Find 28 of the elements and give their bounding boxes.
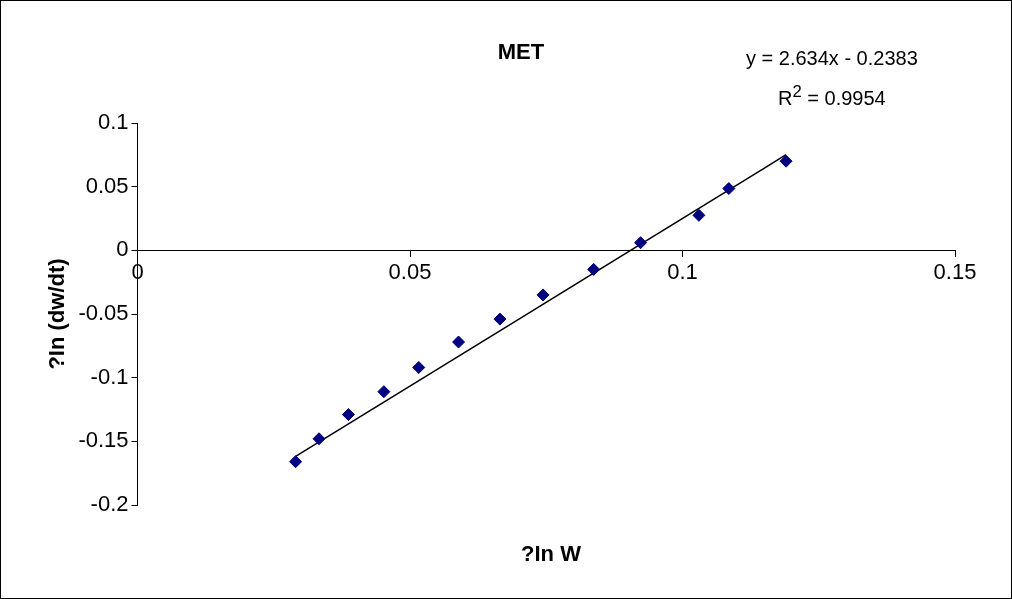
y-tick-label: -0.2	[90, 491, 129, 517]
chart-title: MET	[496, 39, 546, 65]
point	[692, 208, 706, 222]
y-tick-label: -0.1	[90, 363, 129, 389]
x-tick-label: 0.05	[388, 258, 432, 284]
point	[493, 312, 507, 326]
point	[536, 288, 550, 302]
y-tick-label: -0.15	[78, 427, 129, 453]
y-tick-label: 0.05	[85, 172, 129, 198]
point	[634, 236, 648, 250]
point	[452, 335, 466, 349]
y-tick-label: 0	[116, 236, 129, 262]
text: R$^{2}$ = 0.9954	[777, 81, 887, 111]
x-tick-label: 0.1	[667, 258, 698, 284]
point	[412, 360, 426, 374]
point	[341, 408, 355, 422]
x-axis-title: ?In W	[520, 541, 582, 567]
y-tick-label: -0.05	[78, 300, 129, 326]
point	[722, 182, 736, 196]
point	[289, 455, 303, 469]
text: y = 2.634x - 0.2383	[746, 46, 918, 71]
point	[779, 154, 793, 168]
point	[312, 432, 326, 446]
x-tick-label: 0.15	[933, 258, 977, 284]
point	[377, 385, 391, 399]
y-tick-label: 0.1	[97, 109, 129, 135]
y-axis-title: ?In (dw/dt)	[44, 258, 70, 370]
point	[587, 262, 601, 276]
